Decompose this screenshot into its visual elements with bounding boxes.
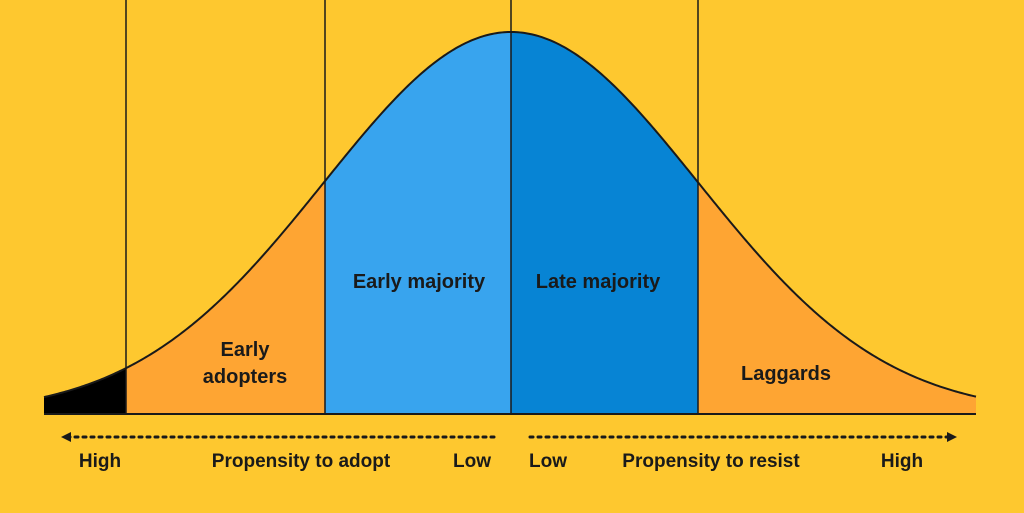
right-high-label: High: [881, 451, 923, 472]
late-majority-segment: [511, 32, 698, 414]
laggards-segment: [698, 32, 976, 414]
early-majority-label: Early majority: [353, 271, 486, 293]
early-adopters-label-line2: adopters: [203, 366, 287, 388]
left-low-label: Low: [453, 451, 491, 472]
right-low-label: Low: [529, 451, 567, 472]
early-adopters-label-line1: Early: [221, 339, 271, 361]
late-majority-label: Late majority: [536, 271, 661, 293]
innovators-segment: [44, 32, 126, 414]
left-high-label: High: [79, 451, 121, 472]
laggards-label: Laggards: [741, 363, 831, 385]
bell-curve-outline: [43, 31, 977, 399]
early-majority-segment: [325, 32, 511, 414]
propensity-to-adopt-label: Propensity to adopt: [212, 451, 391, 472]
segment-dividers: [125, 0, 699, 414]
propensity-to-resist-label: Propensity to resist: [622, 451, 800, 472]
curve-segments: [44, 32, 976, 414]
